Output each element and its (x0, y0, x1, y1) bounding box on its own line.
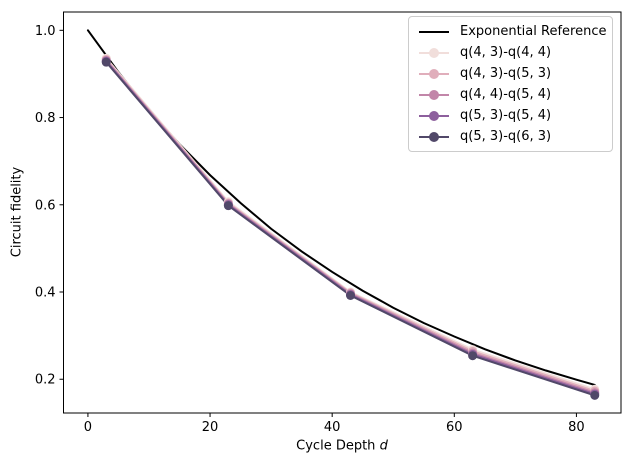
legend-label: Exponential Reference (460, 24, 607, 39)
x-tick-label: 80 (568, 420, 585, 435)
series-marker-4 (101, 57, 111, 67)
legend-entry-series: q(4, 3)-q(5, 3) (417, 63, 604, 84)
series-line-swatch (419, 131, 449, 142)
legend-entry-series: q(5, 3)-q(5, 4) (417, 105, 604, 126)
series-line-swatch (419, 89, 449, 100)
legend-entry-series: q(5, 3)-q(6, 3) (417, 126, 604, 147)
x-axis-label-text: Cycle Depth (296, 438, 376, 454)
series-marker-4 (223, 201, 233, 211)
axes-spines (63, 11, 622, 414)
series-line-swatch (419, 47, 449, 58)
series-marker-4 (590, 390, 600, 400)
y-axis-label: Circuit fidelity (9, 166, 25, 258)
legend-label: q(4, 3)-q(5, 3) (460, 66, 552, 81)
series-line-swatch (419, 68, 449, 79)
x-axis-label-variable: d (379, 438, 388, 454)
legend-label: q(4, 3)-q(4, 4) (460, 45, 552, 60)
x-tick-label: 60 (446, 420, 463, 435)
series-marker-4 (468, 351, 478, 361)
legend-label: q(4, 4)-q(5, 4) (460, 87, 552, 102)
y-tick-label: 1.0 (35, 24, 56, 39)
legend-label: q(5, 3)-q(6, 3) (460, 129, 552, 144)
x-tick-label: 40 (324, 420, 341, 435)
y-tick-label: 0.6 (35, 198, 56, 213)
legend: Exponential Reference q(4, 3)-q(4, 4) q(… (408, 16, 613, 152)
y-tick-label: 0.2 (35, 373, 56, 388)
reference-line-swatch (419, 30, 449, 33)
legend-entry-series: q(4, 3)-q(4, 4) (417, 42, 604, 63)
legend-entry-series: q(4, 4)-q(5, 4) (417, 84, 604, 105)
y-tick-label: 0.8 (35, 111, 56, 126)
x-tick-label: 20 (202, 420, 219, 435)
legend-entry-reference: Exponential Reference (417, 21, 607, 42)
y-tick-label: 0.4 (35, 286, 56, 301)
series-marker-4 (345, 291, 355, 301)
x-axis-label: Cycle Depth d (296, 439, 388, 454)
legend-label: q(5, 3)-q(5, 4) (460, 108, 552, 123)
series-line-swatch (419, 110, 449, 121)
x-tick-label: 0 (84, 420, 92, 435)
